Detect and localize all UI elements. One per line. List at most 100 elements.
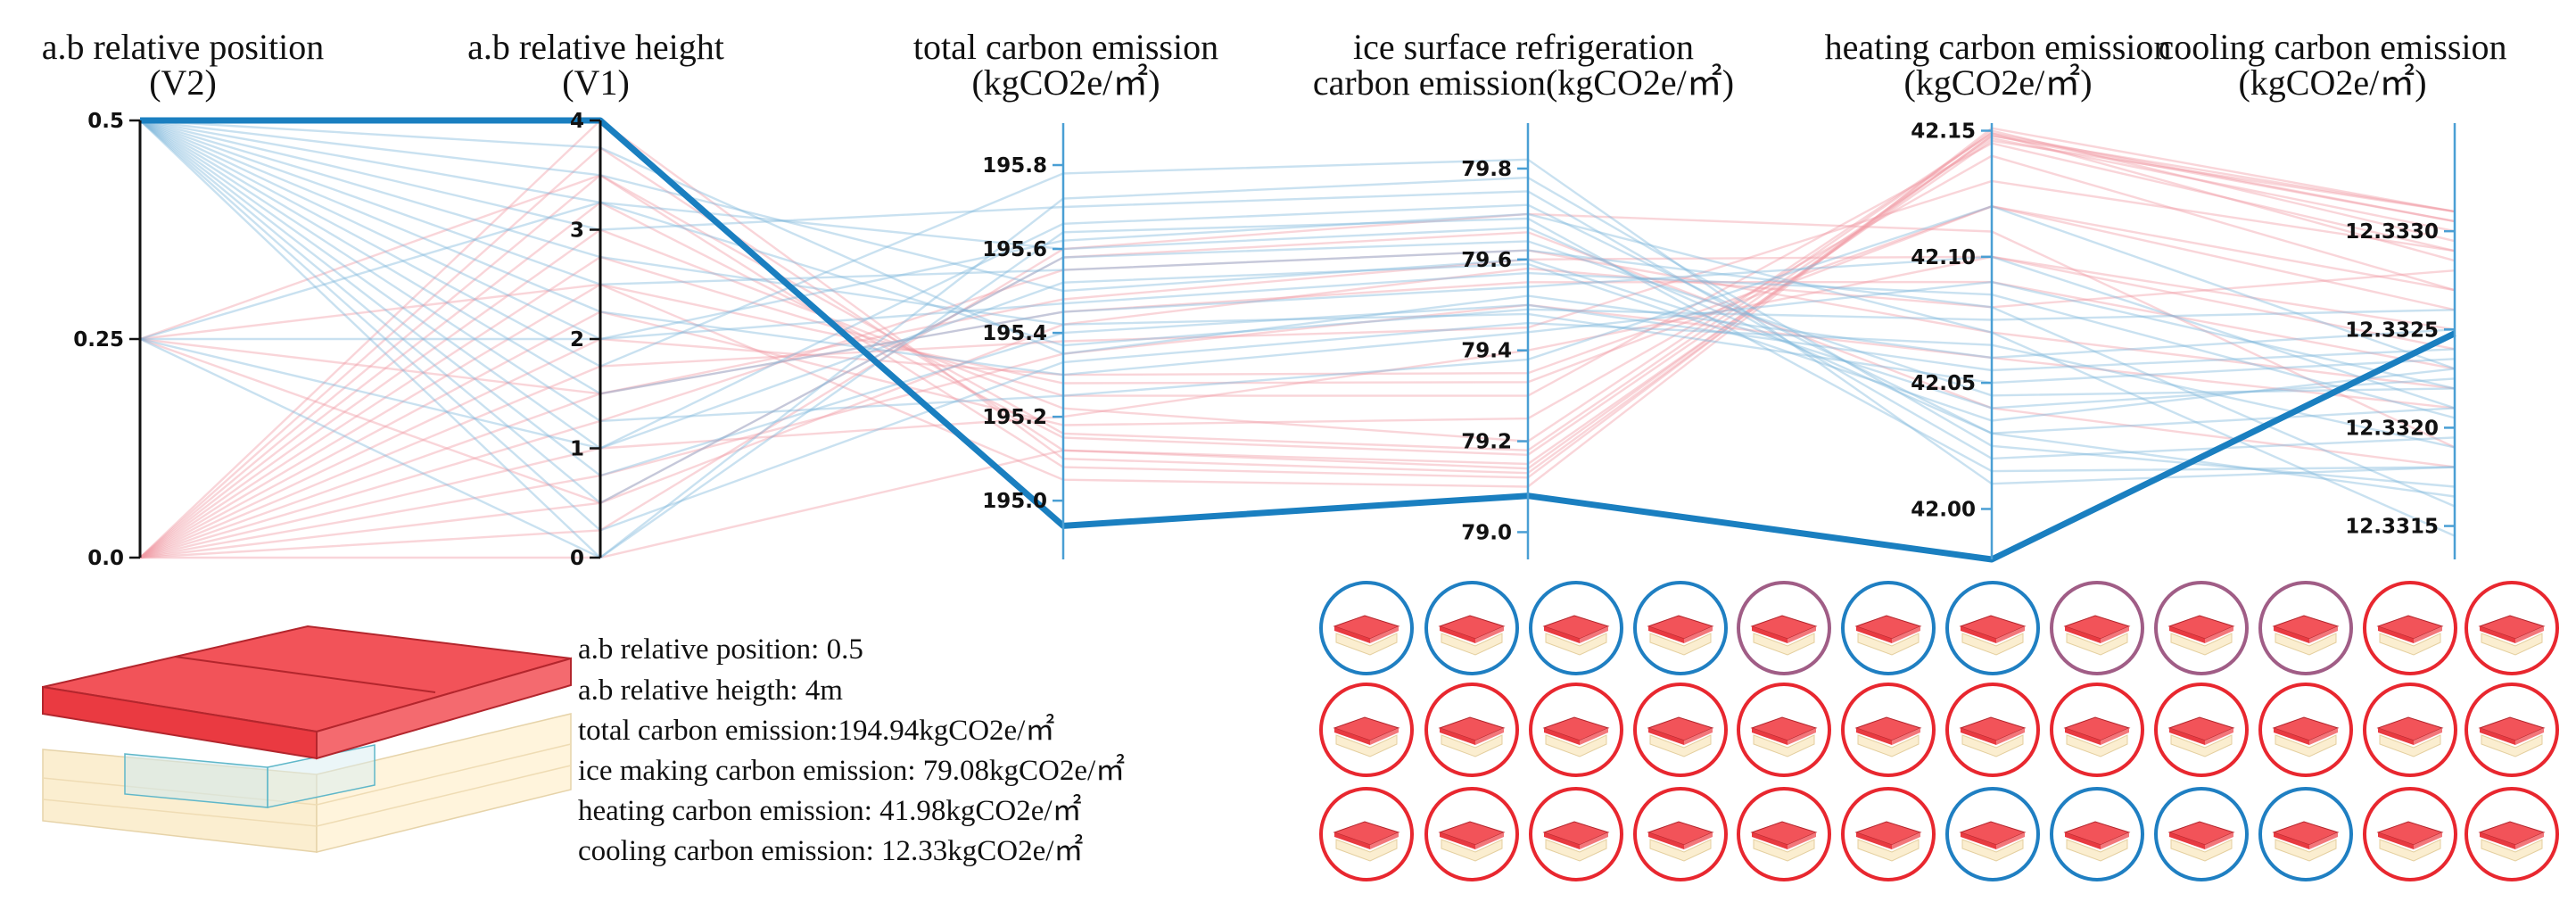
thumbnail-roof-edge: [1996, 832, 2025, 849]
design-thumbnail[interactable]: [1319, 787, 1414, 881]
design-thumbnail[interactable]: [1319, 683, 1414, 777]
design-thumbnail[interactable]: [2363, 683, 2457, 777]
thumbnail-roof-edge: [1961, 728, 1996, 745]
design-thumbnail[interactable]: [1841, 581, 1936, 675]
design-thumbnail[interactable]: [1841, 787, 1936, 881]
design-thumbnail[interactable]: [1633, 787, 1728, 881]
design-thumbnail[interactable]: [1945, 581, 2040, 675]
polyline-highlighted[interactable]: [140, 117, 2456, 563]
thumbnail-roof-edge: [1856, 832, 1892, 849]
thumbnail-roof-edge: [2065, 832, 2101, 849]
design-thumbnail[interactable]: [2465, 787, 2559, 881]
design-thumbnail[interactable]: [1529, 787, 1623, 881]
design-thumbnail[interactable]: [1737, 787, 1831, 881]
polyline-pink: [139, 267, 2456, 559]
tick-label-ice: 79.0: [1461, 521, 1512, 544]
thumbnail-building-base: [1545, 839, 1607, 862]
thumbnail-building-base: [2066, 633, 2128, 656]
design-thumbnail[interactable]: [2050, 581, 2144, 675]
design-thumbnail[interactable]: [1424, 683, 1519, 777]
design-thumbnail[interactable]: [1424, 581, 1519, 675]
tick-label-total: 195.2: [982, 406, 1047, 429]
design-thumbnail[interactable]: [2050, 683, 2144, 777]
thumbnail-building-base: [1753, 734, 1815, 757]
tick-label-v1: 0: [570, 547, 584, 570]
thumbnail-roof-edge: [1334, 728, 1370, 745]
design-thumbnail[interactable]: [1945, 683, 2040, 777]
design-thumbnail[interactable]: [2258, 683, 2353, 777]
polyline-blue: [139, 119, 2456, 485]
thumbnail-roof-edge: [2205, 728, 2233, 745]
thumbnail-building-base: [1961, 633, 2024, 656]
tick-label-ice: 79.2: [1461, 431, 1512, 454]
thumbnail-roof-edge: [1475, 626, 1504, 643]
info-total-carbon: total carbon emission:194.94kgCO2e/㎡: [578, 714, 1054, 747]
tick-label-cooling: 12.3325: [2345, 319, 2439, 342]
polyline-pink: [139, 212, 2456, 559]
thumbnail-roof-edge: [1544, 832, 1580, 849]
polyline-blue: [139, 119, 2456, 460]
thumbnail-roof-edge: [2101, 626, 2129, 643]
design-thumbnail[interactable]: [2050, 787, 2144, 881]
thumbnail-roof-edge: [2414, 728, 2442, 745]
thumbnail-roof-edge: [1788, 626, 1816, 643]
polyline-layer: [139, 117, 2456, 563]
thumbnail-building-base: [2170, 734, 2233, 757]
axis-title-v2: (V2): [149, 62, 217, 103]
thumbnail-roof-edge: [2480, 832, 2515, 849]
axis-title-total: (kgCO2e/㎡): [971, 62, 1160, 103]
thumbnail-roof-edge: [2378, 832, 2414, 849]
design-thumbnail[interactable]: [2258, 581, 2353, 675]
design-thumbnail[interactable]: [1945, 787, 2040, 881]
design-thumbnail[interactable]: [1319, 581, 1414, 675]
design-thumbnail[interactable]: [1529, 581, 1623, 675]
thumbnail-roof-edge: [1752, 626, 1788, 643]
design-thumbnail[interactable]: [2258, 787, 2353, 881]
thumbnail-roof-edge: [1684, 728, 1713, 745]
tick-label-v2: 0.25: [73, 328, 124, 352]
design-thumbnail[interactable]: [2154, 787, 2249, 881]
axis-titles-layer: a.b relative position(V2) a.b relative he…: [42, 27, 2507, 103]
thumbnail-roof-edge: [2205, 832, 2233, 849]
thumbnail-roof-edge: [2480, 626, 2515, 643]
design-thumbnail[interactable]: [1633, 581, 1728, 675]
design-thumbnail[interactable]: [2363, 787, 2457, 881]
info-cooling-carbon: cooling carbon emission: 12.33kgCO2e/㎡: [578, 834, 1083, 867]
thumbnail-roof-edge: [1580, 728, 1608, 745]
design-thumbnail[interactable]: [1424, 787, 1519, 881]
thumbnail-roof-edge: [2309, 728, 2338, 745]
thumbnail-building-base: [2481, 839, 2543, 862]
design-thumbnail[interactable]: [1841, 683, 1936, 777]
polyline-blue: [139, 119, 2456, 410]
design-thumbnail-grid[interactable]: [1319, 581, 2559, 881]
thumbnail-roof-edge: [2065, 728, 2101, 745]
design-thumbnail[interactable]: [2363, 581, 2457, 675]
design-thumbnail[interactable]: [2465, 683, 2559, 777]
thumbnail-building-base: [1649, 633, 1712, 656]
design-thumbnail[interactable]: [1737, 581, 1831, 675]
tick-label-heating: 42.10: [1911, 246, 1976, 269]
design-thumbnail[interactable]: [1737, 683, 1831, 777]
info-relative-height: a.b relative heigth: 4m: [578, 674, 843, 707]
thumbnail-roof-edge: [1475, 728, 1504, 745]
design-thumbnail[interactable]: [2465, 581, 2559, 675]
axis-title-ice: ice surface refrigeration: [1353, 27, 1694, 67]
thumbnail-roof-edge: [1856, 626, 1892, 643]
info-heating-carbon: heating carbon emission: 41.98kgCO2e/㎡: [578, 794, 1082, 827]
polyline-pink: [139, 137, 2456, 559]
thumbnail-building-base: [2066, 734, 2128, 757]
design-thumbnail[interactable]: [2154, 683, 2249, 777]
polyline-blue: [139, 119, 2456, 434]
tick-label-ice: 79.8: [1461, 158, 1512, 181]
thumbnail-roof-edge: [1684, 626, 1713, 643]
design-thumbnail[interactable]: [1633, 683, 1728, 777]
thumbnail-building-base: [1753, 633, 1815, 656]
thumbnail-roof-edge: [1648, 626, 1684, 643]
building-3d-model: [42, 625, 572, 853]
thumbnail-building-base: [1335, 839, 1398, 862]
design-thumbnail[interactable]: [2154, 581, 2249, 675]
design-thumbnail[interactable]: [1529, 683, 1623, 777]
axis-title-v2: a.b relative position: [42, 27, 325, 67]
thumbnail-building-base: [1441, 839, 1503, 862]
tick-label-cooling: 12.3320: [2345, 417, 2439, 440]
